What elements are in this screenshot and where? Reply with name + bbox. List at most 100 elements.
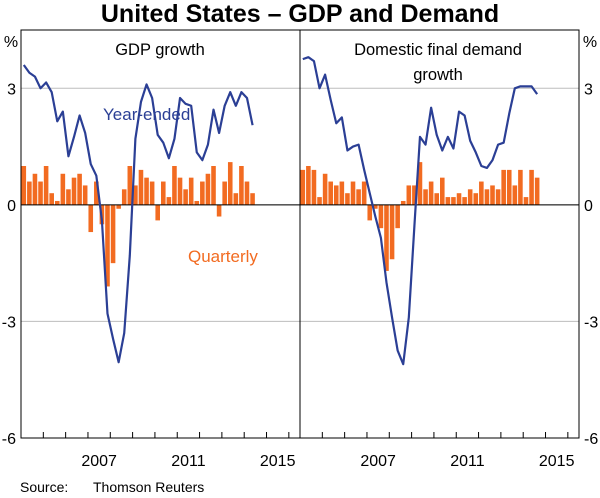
bar-quarterly bbox=[194, 200, 200, 205]
bar-quarterly bbox=[467, 189, 473, 205]
x-tick-label: 2011 bbox=[450, 453, 485, 470]
panel-right-plot-area bbox=[299, 56, 579, 438]
bar-quarterly bbox=[428, 181, 434, 205]
bar-quarterly bbox=[239, 166, 244, 205]
bar-quarterly bbox=[339, 181, 345, 205]
quarterly-annotation: Quarterly bbox=[188, 247, 258, 266]
bar-quarterly bbox=[400, 200, 406, 205]
source-value: Thomson Reuters bbox=[93, 479, 204, 495]
bar-quarterly bbox=[121, 189, 127, 205]
bar-quarterly bbox=[222, 181, 227, 205]
bar-quarterly bbox=[378, 204, 384, 229]
bar-quarterly bbox=[110, 204, 116, 264]
bar-quarterly bbox=[506, 169, 512, 205]
panel-left-plot-area bbox=[20, 64, 300, 438]
bar-quarterly bbox=[127, 166, 133, 205]
bar-quarterly bbox=[529, 169, 534, 205]
bar-quarterly bbox=[205, 173, 211, 205]
y-tick-label-left: -6 bbox=[2, 431, 16, 448]
bar-quarterly bbox=[495, 189, 501, 205]
bar-quarterly bbox=[479, 181, 484, 205]
bar-quarterly bbox=[451, 197, 456, 205]
source-label: Source: bbox=[20, 479, 68, 495]
bar-quarterly bbox=[177, 177, 183, 205]
bar-quarterly bbox=[462, 197, 467, 205]
bar-quarterly bbox=[27, 181, 32, 205]
bar-quarterly bbox=[412, 185, 417, 205]
chart-title: United States – GDP and Demand bbox=[101, 0, 499, 28]
bar-quarterly bbox=[250, 193, 255, 205]
bar-quarterly bbox=[350, 181, 356, 205]
bar-quarterly bbox=[317, 197, 322, 205]
bar-quarterly bbox=[311, 169, 317, 205]
bar-quarterly bbox=[322, 173, 328, 205]
bar-quarterly bbox=[161, 181, 166, 205]
bar-quarterly bbox=[227, 162, 233, 205]
x-tick-label: 2015 bbox=[260, 453, 296, 470]
bar-quarterly bbox=[328, 181, 333, 205]
bar-quarterly bbox=[490, 185, 495, 205]
bar-quarterly bbox=[523, 197, 529, 205]
x-tick-label: 2007 bbox=[360, 453, 396, 470]
bar-quarterly bbox=[60, 173, 66, 205]
bar-quarterly bbox=[384, 204, 389, 271]
bar-quarterly bbox=[183, 189, 188, 205]
y-tick-label-right: -3 bbox=[584, 314, 598, 331]
bar-quarterly bbox=[200, 181, 205, 205]
x-tick-label: 2007 bbox=[81, 453, 117, 470]
bar-quarterly bbox=[133, 185, 138, 205]
bar-quarterly bbox=[32, 173, 38, 205]
bar-quarterly bbox=[406, 185, 412, 205]
bar-quarterly bbox=[417, 162, 423, 205]
bar-quarterly bbox=[356, 189, 361, 205]
panel-right-title-line1: Domestic final demand bbox=[354, 41, 522, 59]
bar-quarterly bbox=[43, 166, 49, 205]
bar-quarterly bbox=[149, 181, 155, 205]
bar-quarterly bbox=[82, 185, 88, 205]
bar-quarterly bbox=[38, 181, 43, 205]
bar-quarterly bbox=[66, 189, 71, 205]
bar-quarterly bbox=[49, 193, 54, 205]
x-tick-labels: 2007 2011 2015 2007 2011 2015 bbox=[81, 453, 574, 470]
line-year-ended bbox=[302, 56, 539, 366]
y-tick-label-right: 0 bbox=[584, 198, 593, 215]
bar-quarterly bbox=[172, 166, 177, 205]
bar-quarterly bbox=[244, 181, 250, 205]
bar-quarterly bbox=[389, 204, 395, 260]
bar-quarterly bbox=[501, 169, 506, 205]
bar-quarterly bbox=[395, 204, 400, 229]
line-year-ended bbox=[22, 64, 254, 364]
bar-quarterly bbox=[188, 177, 194, 205]
panel-left-title: GDP growth bbox=[115, 41, 205, 59]
year-ended-annotation: Year-ended bbox=[103, 105, 190, 124]
bar-quarterly bbox=[71, 177, 77, 205]
bar-quarterly bbox=[518, 169, 523, 205]
bar-quarterly bbox=[434, 193, 439, 205]
bar-quarterly bbox=[361, 181, 367, 205]
bar-quarterly bbox=[211, 166, 216, 205]
y-tick-labels: -6 -6 -3 -3 0 0 3 3 bbox=[2, 81, 599, 448]
unit-label-right: % bbox=[583, 34, 597, 51]
y-tick-label-left: 0 bbox=[7, 198, 16, 215]
bar-quarterly bbox=[300, 169, 306, 205]
bar-quarterly bbox=[534, 177, 540, 205]
bar-quarterly bbox=[423, 189, 428, 205]
unit-label-left: % bbox=[4, 34, 18, 51]
y-tick-label-left: -3 bbox=[2, 314, 16, 331]
x-tick-label: 2015 bbox=[539, 453, 575, 470]
bar-quarterly bbox=[333, 185, 339, 205]
y-tick-label-right: 3 bbox=[584, 81, 593, 98]
bar-quarterly bbox=[306, 166, 311, 205]
bar-quarterly bbox=[484, 189, 490, 205]
bar-quarterly bbox=[512, 185, 518, 205]
bar-quarterly bbox=[166, 197, 172, 205]
bar-quarterly bbox=[77, 173, 82, 205]
bar-quarterly bbox=[144, 177, 149, 205]
panel-right-title-line2: growth bbox=[413, 66, 463, 84]
bar-quarterly bbox=[138, 169, 144, 205]
bar-quarterly bbox=[94, 181, 99, 205]
bar-quarterly bbox=[116, 204, 121, 209]
bar-quarterly bbox=[473, 193, 479, 205]
bar-quarterly bbox=[155, 204, 160, 221]
x-tick-label: 2011 bbox=[171, 453, 206, 470]
